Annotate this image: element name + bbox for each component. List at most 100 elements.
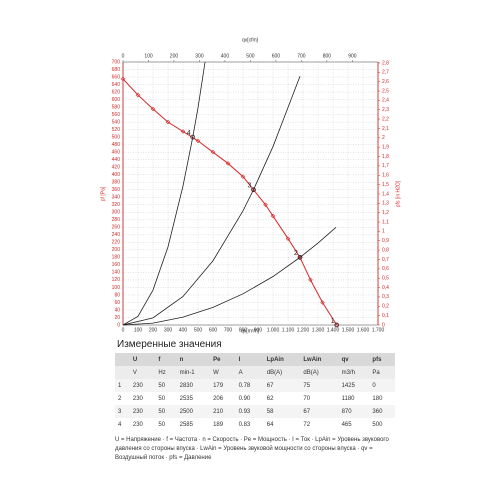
- table-row: 3 230 50 2500 210 0.93 58 67 870 360: [115, 405, 395, 418]
- series-marker: [251, 187, 256, 193]
- x-tick-label: 700: [224, 327, 233, 333]
- y2-tick-label: 2,7: [382, 70, 389, 76]
- y-tick-label: 440: [112, 157, 121, 163]
- y-tick-label: 520: [112, 127, 121, 133]
- x-tick-label: 1.100: [282, 327, 295, 333]
- table-cell: 67: [300, 405, 339, 418]
- y-tick-label: 160: [112, 262, 121, 268]
- y-tick-label: 500: [112, 134, 121, 140]
- y2-tick-label: 0,9: [382, 238, 389, 244]
- table-cell: [115, 353, 130, 366]
- table-cell: 4: [118, 421, 122, 428]
- table-cell: 50: [158, 421, 166, 428]
- series-marker: [165, 119, 171, 125]
- table-cell: 230: [129, 379, 156, 392]
- y2-tick-label: 1,8: [382, 154, 389, 160]
- y2-tick-label: 2,4: [382, 98, 389, 104]
- series-line: [122, 78, 338, 326]
- y-tick-label: 480: [112, 142, 121, 148]
- series-marker: [135, 92, 141, 98]
- y-tick-label: 620: [112, 89, 121, 95]
- series-marker: [225, 161, 231, 166]
- y-tick-label: 240: [112, 232, 121, 238]
- y2-tick-label: 0,1: [382, 313, 389, 319]
- series-marker: [180, 129, 186, 134]
- table-cell: qv: [338, 353, 370, 366]
- series-marker: [334, 322, 340, 328]
- footnote: U = Напряжение · f = Частота · n = Скоро…: [115, 437, 389, 461]
- x-tick-label: 0: [122, 327, 125, 333]
- table-cell: 189: [213, 421, 224, 428]
- table-row: 4 230 50 2585 189 0.83 64 72 465 500: [115, 418, 395, 431]
- table-cell: 2: [118, 395, 122, 402]
- table-cell: 230: [132, 395, 143, 402]
- table-cell: Hz: [155, 366, 177, 379]
- y-tick-label: 560: [112, 112, 121, 118]
- operating-point: [334, 322, 340, 328]
- x-tick-label: 1.000: [267, 327, 280, 333]
- x-tick-label: 1.200: [297, 327, 310, 333]
- y2-tick-label: 2,8: [382, 60, 389, 66]
- table-cell: 870: [338, 405, 370, 418]
- table-cell: A: [235, 366, 264, 379]
- y-tick-label: 700: [112, 59, 121, 65]
- y-tick-label: 180: [112, 255, 121, 261]
- table-cell: 64: [266, 421, 274, 428]
- y2-tick-label: 0,2: [382, 304, 389, 310]
- x-tick-label: 1.400: [327, 327, 340, 333]
- x-tick-label: 500: [194, 327, 203, 333]
- y-tick-label: 80: [114, 292, 120, 298]
- table-row: 2 230 50 2535 206 0.90 62 70 1180 180: [115, 392, 395, 405]
- y2-tick-label: 0: [382, 322, 385, 328]
- x-tick-label: 200: [149, 327, 158, 333]
- y2-tick-label: 1,4: [382, 191, 389, 197]
- x2-tick-label: 500: [246, 53, 255, 59]
- table-cell: 3: [115, 405, 130, 418]
- x-tick-label: 300: [164, 327, 173, 333]
- y2-tick-label: 0,3: [382, 294, 389, 300]
- y-tick-label: 640: [112, 82, 121, 88]
- series-marker: [285, 236, 291, 241]
- series-marker: [195, 138, 201, 144]
- table-cell: [115, 366, 130, 379]
- table-cell: V: [129, 366, 156, 379]
- y-tick-label: 260: [112, 225, 121, 231]
- table-row: 1 230 50 2830 179 0.78 67 75 1425 0: [115, 379, 395, 392]
- y2-tick-label: 1: [382, 229, 385, 235]
- y2-tick-label: 1,2: [382, 210, 389, 216]
- table-cell: 70: [303, 395, 311, 402]
- table-cell: dB(A): [263, 366, 301, 379]
- x2-tick-label: 700: [297, 53, 306, 59]
- table-cell: 2830: [176, 379, 211, 392]
- table-cell: f: [155, 353, 177, 366]
- table-cell: I: [235, 353, 264, 366]
- y-tick-label: 380: [112, 180, 121, 186]
- table-cell: U: [129, 353, 156, 366]
- table-cell: LwAin: [300, 353, 339, 366]
- y-tick-label: 420: [112, 165, 121, 171]
- operating-point: [297, 255, 303, 260]
- y2-tick-label: 2,1: [382, 126, 389, 132]
- series-marker: [270, 213, 276, 219]
- table-cell: 360: [369, 405, 395, 418]
- x-tick-label: 900: [254, 327, 263, 333]
- series-marker: [240, 174, 246, 179]
- series-line: [122, 227, 337, 326]
- y2-tick-label: 1,5: [382, 182, 389, 188]
- series-line: [122, 61, 206, 326]
- x-tick-label: 600: [209, 327, 218, 333]
- y-tick-label: 340: [112, 195, 121, 201]
- y-tick-label: 200: [112, 247, 121, 253]
- y-tick-label: 100: [112, 285, 121, 291]
- table-cell: 500: [372, 421, 383, 428]
- y2-tick-label: 1,1: [382, 219, 389, 225]
- series-line: [122, 76, 301, 326]
- y2-tick-label: 2,2: [382, 116, 389, 122]
- y-tick-label: 140: [112, 270, 121, 276]
- y-tick-label: 600: [112, 97, 121, 103]
- series-marker: [263, 202, 268, 208]
- table-cell: 58: [263, 405, 301, 418]
- x-tick-label: 400: [179, 327, 188, 333]
- y-tick-label: 400: [112, 172, 121, 178]
